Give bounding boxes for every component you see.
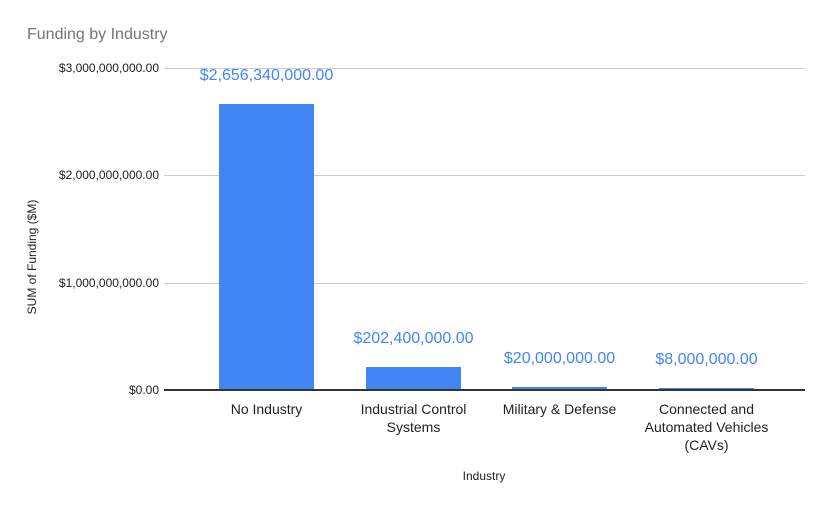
bar[interactable] bbox=[659, 388, 754, 389]
x-category-label: No Industry bbox=[230, 401, 303, 417]
y-tick-label: $2,000,000,000.00 bbox=[58, 168, 159, 182]
y-axis-title: SUM of Funding ($M) bbox=[25, 199, 39, 315]
gridline bbox=[164, 175, 805, 176]
bar[interactable] bbox=[512, 387, 607, 389]
bar[interactable] bbox=[219, 104, 314, 389]
y-tick-label: $0.00 bbox=[128, 383, 159, 397]
x-category-label: Industrial Control Systems bbox=[360, 401, 467, 435]
y-tick-label: $3,000,000,000.00 bbox=[58, 61, 159, 75]
gridline bbox=[164, 283, 805, 284]
chart-title: Funding by Industry bbox=[27, 26, 168, 43]
x-axis-title: Industry bbox=[462, 469, 506, 483]
x-axis-line bbox=[164, 389, 805, 391]
bar[interactable] bbox=[366, 367, 461, 389]
x-category-label: Connected and Automated Vehicles (CAVs) bbox=[644, 401, 769, 453]
bar-value-label: $2,656,340,000.00 bbox=[199, 67, 334, 84]
x-category-label: Military & Defense bbox=[502, 401, 617, 417]
bar-value-label: $8,000,000.00 bbox=[655, 351, 758, 368]
y-tick-label: $1,000,000,000.00 bbox=[58, 276, 159, 290]
bar-value-label: $20,000,000.00 bbox=[503, 350, 616, 367]
gridline bbox=[164, 68, 805, 69]
bar-value-label: $202,400,000.00 bbox=[353, 330, 474, 347]
